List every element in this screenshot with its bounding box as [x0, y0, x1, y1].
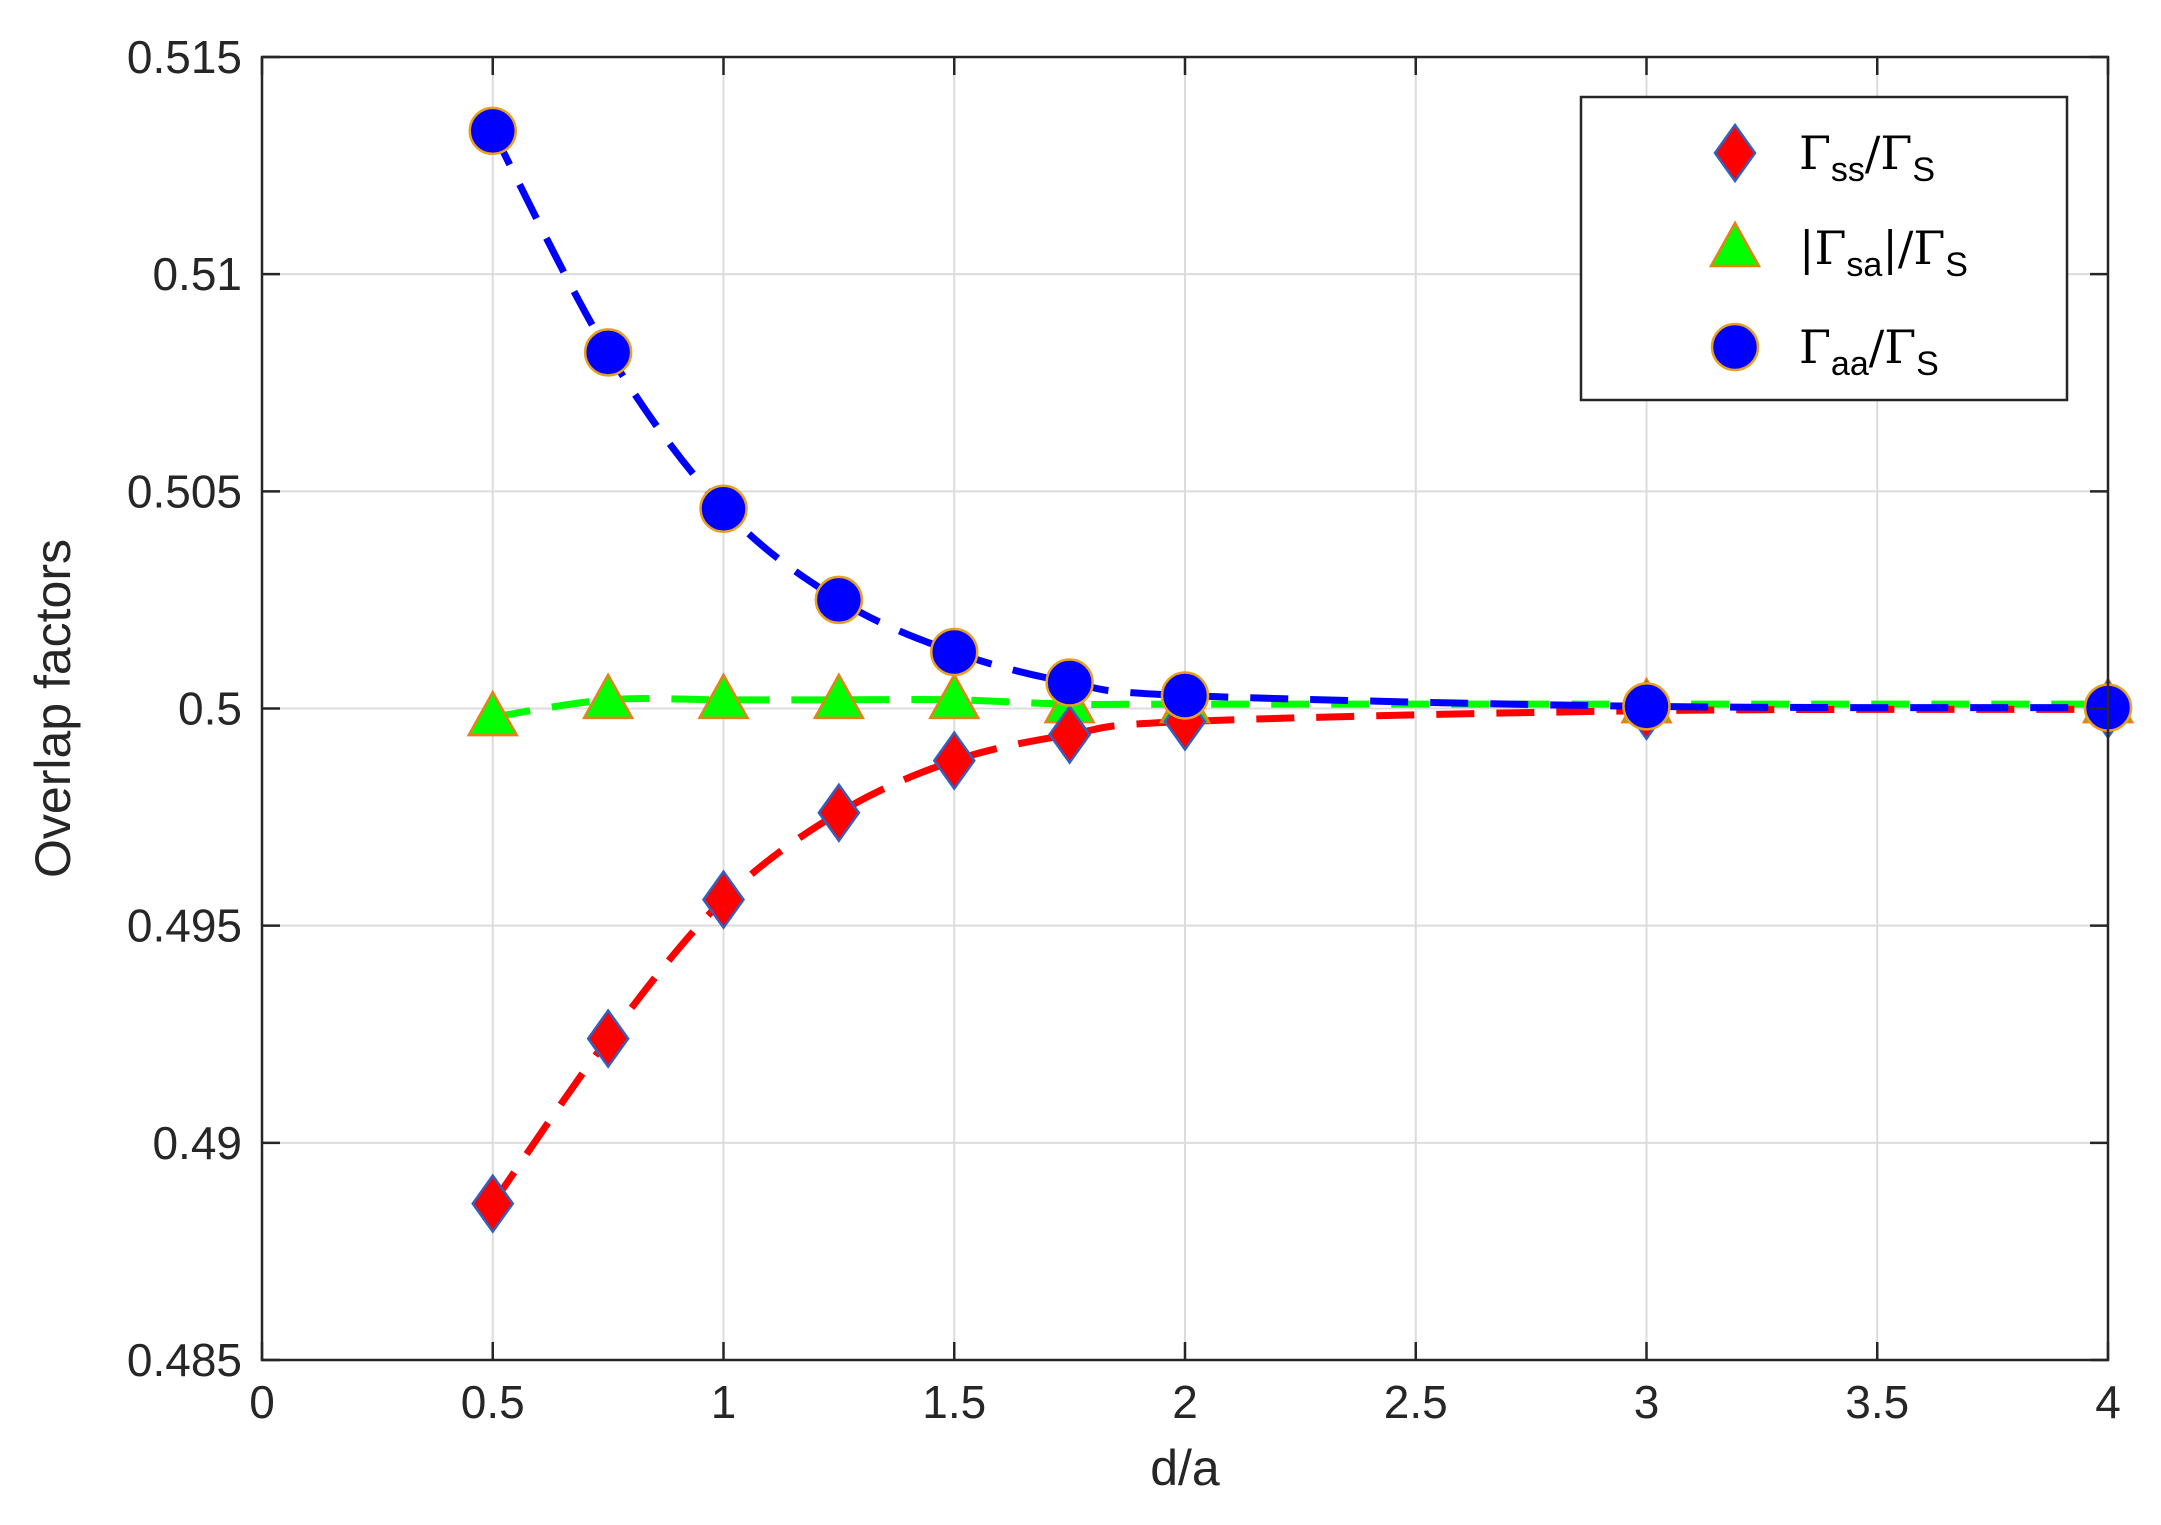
x-axis-label: d/a [1150, 1440, 1220, 1496]
data-point-aa [1622, 682, 1671, 731]
y-tick-label: 0.515 [127, 31, 242, 83]
axis-ticks [260, 55, 2110, 1362]
series-line-sa [492, 695, 2108, 721]
data-point-ss [817, 782, 861, 843]
data-point-sa [581, 672, 635, 720]
y-tick-label: 0.495 [127, 900, 242, 952]
x-tick-label: 2.5 [1384, 1376, 1448, 1428]
y-tick-label: 0.49 [152, 1117, 242, 1169]
data-point-aa [699, 484, 748, 533]
x-tick-label: 1.5 [922, 1376, 986, 1428]
legend-marker-sa [1708, 220, 1762, 268]
data-point-aa [468, 106, 517, 156]
x-tick-label: 0.5 [461, 1376, 525, 1428]
x-tick-label: 0 [249, 1376, 275, 1428]
data-point-aa [1160, 671, 1210, 720]
series-markers [466, 106, 2135, 1234]
x-tick-label: 1 [711, 1376, 737, 1428]
data-point-aa [583, 328, 633, 377]
data-point-ss [471, 1173, 515, 1234]
data-point-ss [932, 730, 976, 791]
data-point-aa [814, 575, 864, 625]
x-tick-label: 3.5 [1845, 1376, 1909, 1428]
x-tick-label: 3 [1634, 1376, 1660, 1428]
y-tick-label: 0.505 [127, 465, 242, 517]
legend-label-sa: |Γsa|/ΓS [1799, 221, 1968, 284]
data-point-aa [930, 627, 979, 677]
data-point-sa [928, 672, 981, 720]
legend: Γss/ΓS |Γsa|/ΓS Γaa/ΓS [1579, 95, 2069, 402]
y-tick-label: 0.51 [152, 248, 242, 300]
data-point-sa [466, 689, 519, 737]
y-tick-label: 0.5 [178, 683, 242, 735]
x-tick-labels: 0 0.5 1 1.5 2 2.5 3 3.5 4 [249, 1376, 2121, 1428]
legend-box [1579, 95, 2069, 402]
x-tick-label: 4 [2095, 1376, 2121, 1428]
data-point-aa [1045, 658, 1094, 707]
y-axis-label: Overlap factors [25, 539, 81, 878]
legend-label-ss: Γss/ΓS [1799, 126, 1935, 189]
data-point-sa [812, 672, 866, 720]
data-point-sa [697, 672, 750, 720]
legend-marker-ss [1713, 122, 1757, 184]
legend-marker-aa [1710, 322, 1760, 372]
data-point-ss [701, 869, 746, 930]
y-tick-labels: 0.485 0.49 0.495 0.5 0.505 0.51 0.515 [127, 31, 242, 1386]
legend-label-aa: Γaa/ΓS [1799, 320, 1939, 383]
x-tick-label: 2 [1172, 1376, 1198, 1428]
series-line-ss [489, 705, 2109, 1206]
data-point-ss [1048, 704, 1092, 765]
y-tick-label: 0.485 [127, 1334, 242, 1386]
data-point-ss [586, 1008, 630, 1069]
